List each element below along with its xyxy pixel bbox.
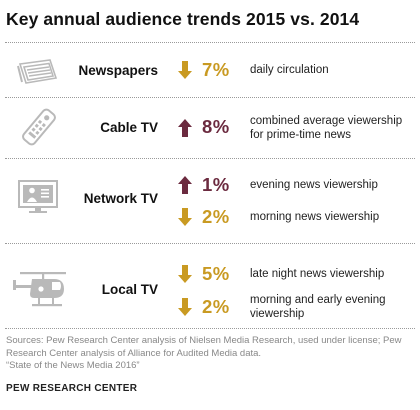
metric-description: morning news viewership bbox=[250, 211, 380, 223]
newspaper-icon bbox=[17, 59, 58, 84]
row-divider bbox=[5, 42, 415, 43]
source-note: Sources: Pew Research Center analysis of… bbox=[6, 335, 418, 373]
remote-control-icon bbox=[22, 108, 56, 146]
sources-text: Sources: Pew Research Center analysis of… bbox=[6, 335, 402, 359]
medium-label-network-tv: Network TV bbox=[83, 191, 158, 206]
metric-description: late night news viewership bbox=[250, 268, 385, 280]
row-divider bbox=[5, 328, 415, 329]
down-arrow-icon bbox=[178, 298, 192, 316]
change-value: 5% bbox=[202, 263, 230, 284]
metric-description: evening news viewership bbox=[250, 179, 378, 191]
up-arrow-icon bbox=[178, 119, 192, 137]
metric-description: combined average viewership for prime-ti… bbox=[250, 115, 403, 141]
brand-name: PEW RESEARCH CENTER bbox=[6, 383, 138, 394]
down-arrow-icon bbox=[178, 61, 192, 79]
row-divider bbox=[5, 243, 415, 244]
report-title: “State of the News Media 2016” bbox=[6, 360, 140, 371]
change-value: 8% bbox=[202, 116, 230, 137]
down-arrow-icon bbox=[178, 265, 192, 283]
medium-label-cable-tv: Cable TV bbox=[100, 120, 158, 135]
medium-label-newspapers: Newspapers bbox=[78, 63, 158, 78]
medium-label-local-tv: Local TV bbox=[101, 282, 158, 297]
row-divider bbox=[5, 158, 415, 159]
up-arrow-icon bbox=[178, 176, 192, 194]
row-divider bbox=[5, 97, 415, 98]
helicopter-icon bbox=[13, 272, 66, 307]
monitor-icon bbox=[18, 180, 58, 213]
change-value: 2% bbox=[202, 296, 230, 317]
metric-description: morning and early evening viewership bbox=[250, 294, 386, 320]
change-value: 1% bbox=[202, 174, 230, 195]
change-value: 7% bbox=[202, 59, 230, 80]
metric-description: daily circulation bbox=[250, 64, 329, 76]
change-value: 2% bbox=[202, 206, 230, 227]
down-arrow-icon bbox=[178, 208, 192, 226]
chart-title: Key annual audience trends 2015 vs. 2014 bbox=[6, 9, 360, 29]
